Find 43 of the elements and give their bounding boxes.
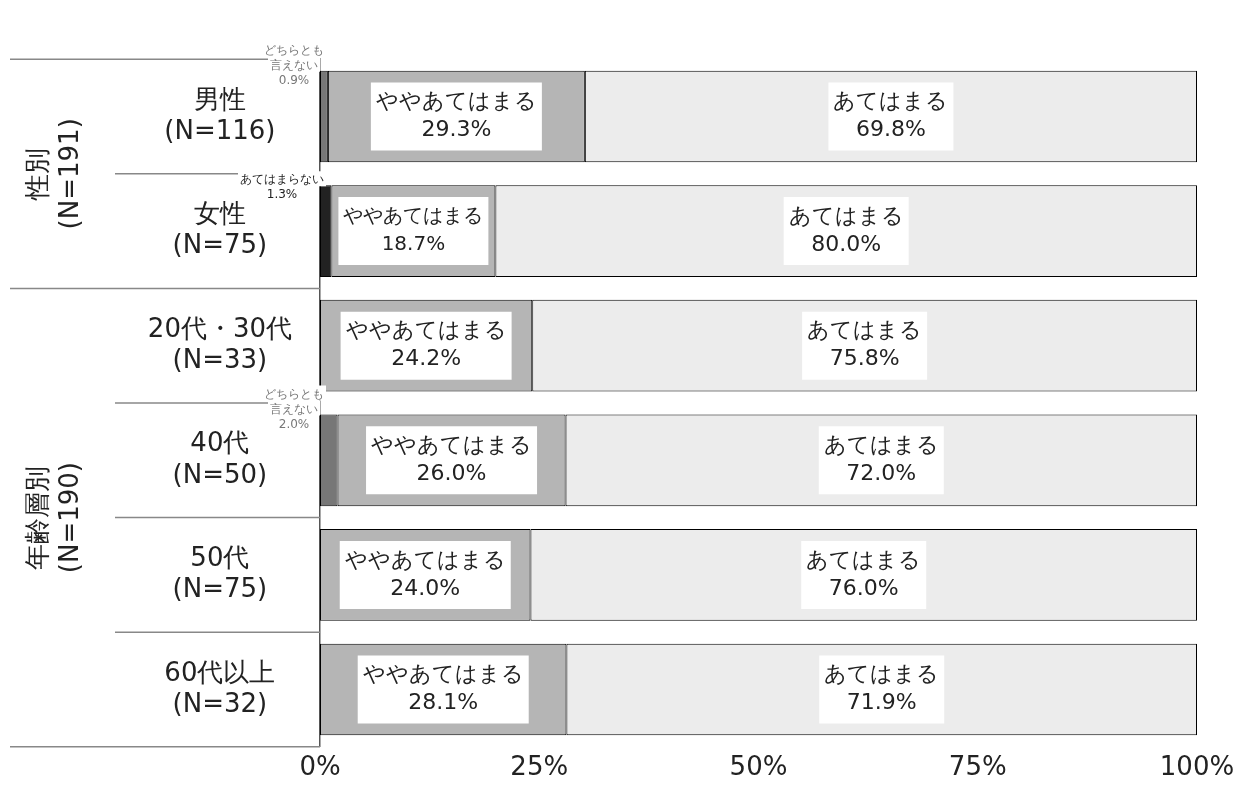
y-tick-label: 女性 (N=75) bbox=[172, 198, 268, 260]
text: ややあてはまる bbox=[371, 432, 533, 458]
data-label: 76.0% bbox=[828, 574, 899, 600]
text: ややあてはまる bbox=[345, 317, 507, 343]
text: ややあてはまる bbox=[344, 546, 506, 572]
data-label: 72.0% bbox=[846, 460, 917, 486]
text: どちらとも言えない bbox=[264, 42, 324, 72]
series-label: あてはまる bbox=[833, 88, 949, 114]
y-tick-label: 50代 (N=75) bbox=[172, 542, 268, 604]
data-label: 0.9% bbox=[278, 72, 310, 87]
data-label: 29.3% bbox=[421, 116, 492, 142]
data-label: 69.8% bbox=[855, 116, 926, 142]
data-label: 80.0% bbox=[811, 230, 882, 256]
x-tick-label: 0% bbox=[299, 751, 341, 782]
text: あてはまる bbox=[788, 202, 904, 228]
text: 年齢層別 (N=190) bbox=[21, 462, 84, 574]
data-label: 2.0% bbox=[278, 416, 310, 431]
text: あてはまる bbox=[806, 546, 922, 572]
data-label: 1.3% bbox=[266, 187, 298, 202]
text: ややあてはまる bbox=[375, 88, 537, 114]
series-label: ややあてはまる bbox=[343, 203, 484, 228]
text: あてはまる bbox=[824, 661, 940, 687]
data-label: 18.7% bbox=[381, 231, 446, 256]
data-label: 75.8% bbox=[829, 345, 900, 371]
y-tick-label: 40代 (N=50) bbox=[172, 427, 268, 489]
data-label: 26.0% bbox=[416, 460, 487, 486]
text: ややあてはまる bbox=[362, 661, 524, 687]
series-label: あてはまらない bbox=[240, 172, 324, 187]
data-label: 24.0% bbox=[390, 574, 461, 600]
x-tick-label: 25% bbox=[510, 751, 569, 782]
text: あてはまる bbox=[807, 317, 923, 343]
y-tick-label: 男性 (N=116) bbox=[164, 83, 276, 145]
data-label: 24.2% bbox=[391, 345, 462, 371]
text: あてはまる bbox=[823, 432, 939, 458]
y-tick-label: 20代・30代 (N=33) bbox=[147, 312, 292, 375]
y-tick-label: 60代以上 (N=32) bbox=[164, 656, 276, 718]
data-label: 28.1% bbox=[408, 689, 479, 715]
x-tick-label: 75% bbox=[948, 751, 1007, 782]
data-label: 71.9% bbox=[846, 689, 917, 715]
series-label: どちらとも言えない bbox=[264, 386, 324, 416]
x-tick-label: 50% bbox=[729, 751, 788, 782]
x-tick-label: 100% bbox=[1159, 751, 1235, 782]
text: 性別 (N=191) bbox=[21, 118, 84, 230]
